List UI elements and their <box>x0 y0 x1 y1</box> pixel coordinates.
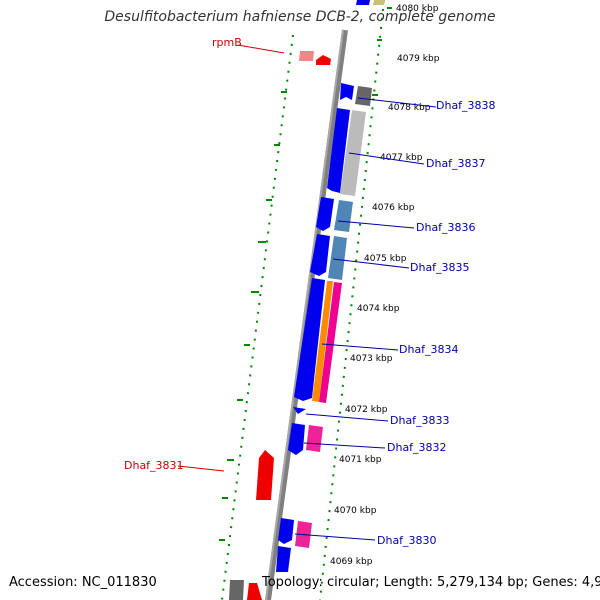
gene-label-dhaf3837[interactable]: Dhaf_3837 <box>426 157 486 170</box>
gc-dashes <box>219 39 382 541</box>
feature-orange <box>312 281 333 402</box>
gene-label-dhaf3832[interactable]: Dhaf_3832 <box>387 441 447 454</box>
feature-magenta <box>319 282 342 403</box>
tick-label: 4073 kbp <box>350 354 393 364</box>
tick-label: 4078 kbp <box>388 103 431 113</box>
gene-rpmB-arrow[interactable] <box>316 55 331 65</box>
gene-bottom-red[interactable] <box>247 583 262 600</box>
gene-dhaf3837[interactable] <box>327 108 350 193</box>
tick-label: 4077 kbp <box>380 153 423 163</box>
gene-label-dhaf3834[interactable]: Dhaf_3834 <box>399 343 459 356</box>
gene-dhaf3833[interactable] <box>293 407 306 414</box>
genome-backbone-shade <box>265 29 344 600</box>
feature-steel-2 <box>328 236 347 280</box>
tick-label: 4079 kbp <box>397 54 440 64</box>
feature-steel-1 <box>334 200 353 232</box>
gene-label-dhaf3833[interactable]: Dhaf_3833 <box>390 414 450 427</box>
feature-blocks <box>229 0 385 600</box>
gene-dhaf3835[interactable] <box>310 234 330 276</box>
minus-strand-genes <box>247 51 331 600</box>
feature-magenta-2 <box>306 425 323 452</box>
gene-label-dhaf3835[interactable]: Dhaf_3835 <box>410 261 470 274</box>
accession-label: Accession: NC_011830 <box>9 575 157 590</box>
gene-labels: rpmB Dhaf_3831 Dhaf_3838 Dhaf_3837 Dhaf_… <box>124 36 496 547</box>
gene-top-blue[interactable] <box>356 0 370 5</box>
gene-label-dhaf3830[interactable]: Dhaf_3830 <box>377 534 437 547</box>
gene-dhaf3836[interactable] <box>316 197 334 231</box>
feature-grey-dark <box>355 86 372 106</box>
gene-label-dhaf3836[interactable]: Dhaf_3836 <box>416 221 476 234</box>
label-connectors <box>177 44 437 541</box>
tick-label: 4075 kbp <box>364 254 407 264</box>
genome-summary: Topology: circular; Length: 5,279,134 bp… <box>262 575 600 590</box>
tick-label: 4072 kbp <box>345 405 388 415</box>
feature-grey-light <box>340 110 366 196</box>
tick-label: 4080 kbp <box>396 4 439 14</box>
plus-strand-genes <box>276 0 370 572</box>
gene-dhaf3838[interactable] <box>340 83 354 100</box>
tick-label: 4070 kbp <box>334 506 377 516</box>
gene-label-rpmB[interactable]: rpmB <box>212 36 242 49</box>
gene-label-dhaf3838[interactable]: Dhaf_3838 <box>436 99 496 112</box>
map-title: Desulfitobacterium hafniense DCB-2, comp… <box>104 9 496 25</box>
tick-label: 4074 kbp <box>357 304 400 314</box>
gene-dhaf3834[interactable] <box>294 278 325 401</box>
tick-labels: 4080 kbp 4079 kbp 4078 kbp 4077 kbp 4076… <box>330 4 440 567</box>
gene-dhaf3830[interactable] <box>278 518 294 544</box>
gene-dhaf3832[interactable] <box>288 423 305 455</box>
gene-label-dhaf3831[interactable]: Dhaf_3831 <box>124 459 184 472</box>
feature-grey-bottom <box>229 580 244 600</box>
tick-label: 4076 kbp <box>372 203 415 213</box>
feature-top-olive <box>373 0 385 5</box>
tick-label: 4069 kbp <box>330 557 373 567</box>
gene-bottom-blue[interactable] <box>276 546 291 572</box>
gene-rpmB-feature[interactable] <box>299 51 314 61</box>
tick-label: 4071 kbp <box>339 455 382 465</box>
gene-dhaf3831[interactable] <box>256 450 274 500</box>
